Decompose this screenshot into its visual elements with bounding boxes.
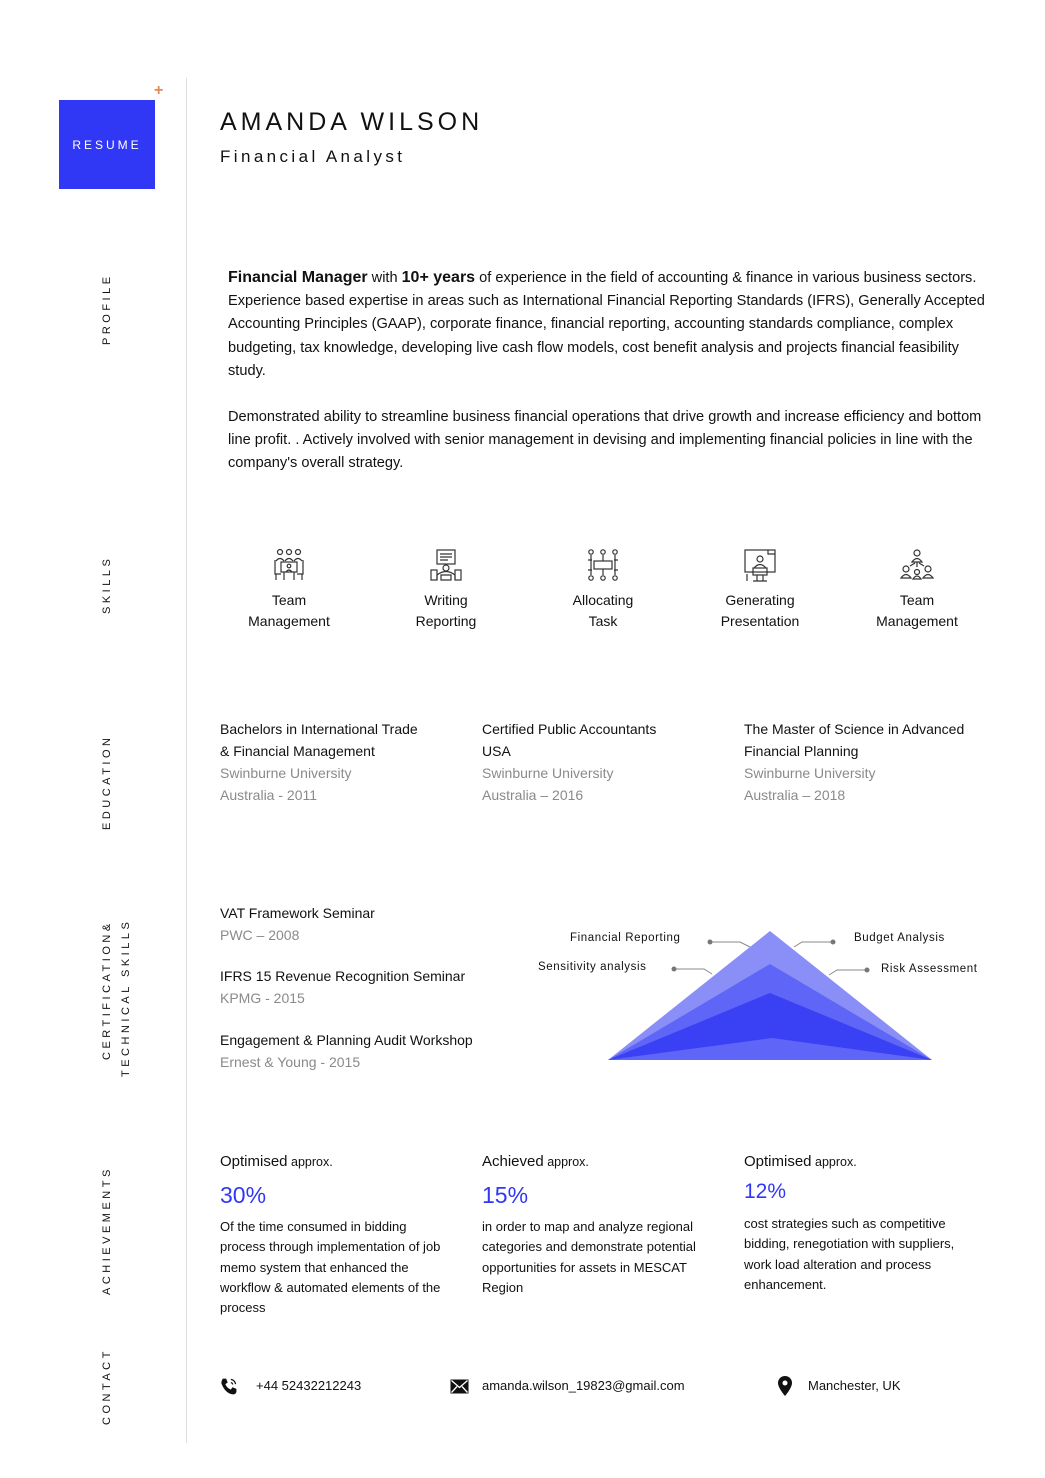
education-degree: The Master of Science in Advanced (744, 721, 965, 737)
team-meeting-icon (274, 548, 304, 580)
achievement-heading: Optimised approx. (220, 1153, 333, 1170)
section-label-skills: SKILLS (101, 555, 113, 614)
skill-label: Presentation (720, 613, 800, 629)
profile-summary: Financial Manager with 10+ years of expe… (228, 266, 993, 476)
skill-label: Generating (725, 592, 795, 608)
skill-label: Team (899, 592, 935, 608)
skill-label: Management (248, 613, 330, 629)
skill-label: Reporting (415, 613, 477, 629)
achievement-heading: Achieved approx. (482, 1153, 589, 1170)
education-item: The Master of Science in Advanced Financ… (744, 718, 994, 806)
profile-paragraph-2: Demonstrated ability to streamline busin… (228, 409, 982, 472)
task-network-icon (588, 549, 618, 581)
education-year: Australia – 2016 (482, 787, 584, 803)
candidate-name: AMANDA WILSON (220, 108, 484, 136)
leader-line (674, 968, 713, 975)
skill-item: Team Management (214, 548, 364, 632)
skill-label-budget-analysis: Budget Analysis (854, 932, 945, 944)
education-item: Certified Public Accountants USA Swinbur… (482, 718, 732, 806)
section-label-certification: CERTIFICATION& (101, 920, 113, 1060)
certification-item: IFRS 15 Revenue Recognition Seminar KPMG… (220, 965, 465, 1009)
section-label-education: EDUCATION (101, 734, 113, 830)
report-writing-icon (430, 549, 462, 581)
education-school: Swinburne University (220, 765, 352, 781)
achievement-percent: 15% (482, 1182, 529, 1208)
section-label-profile: PROFILE (101, 273, 113, 345)
pyramid-layer-inner (608, 993, 932, 1060)
achievement-item: Achieved approx. 15% in order to map and… (482, 1152, 712, 1298)
education-year: Australia - 2011 (220, 787, 318, 803)
envelope-icon (450, 1379, 469, 1393)
certification-name: IFRS 15 Revenue Recognition Seminar (220, 968, 466, 984)
profile-role: Financial Manager (228, 269, 368, 286)
phone-number[interactable]: +44 52432212243 (256, 1378, 362, 1393)
skill-item: Generating Presentation (685, 548, 835, 632)
skill-label: Writing (424, 592, 468, 608)
education-degree: USA (482, 743, 511, 759)
profile-years: 10+ years (401, 269, 476, 286)
section-label-technical-skills: TECHNICAL SKILLS (120, 918, 132, 1077)
education-degree: Bachelors in International Trade (220, 721, 418, 737)
resume-badge: RESUME (59, 100, 155, 189)
email-address[interactable]: amanda.wilson_19823@gmail.com (482, 1378, 685, 1393)
education-year: Australia – 2018 (744, 787, 846, 803)
skill-label: Allocating (572, 592, 634, 608)
achievement-description: in order to map and analyze regional cat… (482, 1219, 696, 1295)
contact-email: amanda.wilson_19823@gmail.com (450, 1376, 685, 1396)
achievement-item: Optimised approx. 30% Of the time consum… (220, 1152, 450, 1318)
skill-label-sensitivity-analysis: Sensitivity analysis (538, 961, 647, 973)
education-school: Swinburne University (744, 765, 876, 781)
achievement-percent: 30% (220, 1182, 267, 1208)
skill-label: Team (271, 592, 307, 608)
profile-paragraph-1: Financial Manager with 10+ years of expe… (228, 269, 985, 379)
certification-name: VAT Framework Seminar (220, 905, 375, 921)
skill-label-risk-assessment: Risk Assessment (881, 963, 978, 975)
presentation-icon (744, 549, 776, 582)
phone-icon (221, 1378, 237, 1394)
skill-label: Task (588, 613, 618, 629)
achievement-description: Of the time consumed in bidding process … (220, 1219, 441, 1316)
leader-dot (707, 939, 713, 945)
skill-item: Writing Reporting (371, 548, 521, 632)
certification-item: VAT Framework Seminar PWC – 2008 (220, 902, 375, 946)
leader-dot (864, 967, 870, 973)
education-degree: Financial Planning (744, 743, 859, 759)
technical-skills-pyramid (608, 931, 932, 1060)
certification-org: PWC – 2008 (220, 927, 300, 943)
education-school: Swinburne University (482, 765, 614, 781)
certification-name: Engagement & Planning Audit Workshop (220, 1032, 473, 1048)
education-degree: & Financial Management (220, 743, 375, 759)
education-degree: Certified Public Accountants (482, 721, 657, 737)
certification-item: Engagement & Planning Audit Workshop Ern… (220, 1029, 473, 1073)
contact-phone: +44 52432212243 (219, 1376, 361, 1396)
section-label-achievements: ACHIEVEMENTS (101, 1166, 113, 1295)
certification-org: Ernest & Young - 2015 (220, 1054, 361, 1070)
leader-line (710, 941, 751, 948)
leader-line (828, 969, 867, 976)
candidate-title: Financial Analyst (220, 147, 406, 166)
education-item: Bachelors in International Trade & Finan… (220, 718, 470, 806)
achievement-heading: Optimised approx. (744, 1153, 857, 1170)
team-hierarchy-icon (900, 549, 934, 580)
plus-icon: + (154, 82, 164, 99)
skill-item: Team Management (842, 548, 992, 632)
location-pin-icon (778, 1376, 792, 1396)
skill-item: Allocating Task (528, 548, 678, 632)
section-label-contact: CONTACT (101, 1348, 113, 1425)
skill-label-financial-reporting: Financial Reporting (570, 932, 681, 944)
location-text: Manchester, UK (808, 1378, 901, 1393)
contact-location: Manchester, UK (777, 1376, 901, 1396)
leader-line (793, 941, 833, 948)
achievement-percent: 12% (744, 1180, 787, 1203)
certification-org: KPMG - 2015 (220, 990, 305, 1006)
achievement-description: cost strategies such as competitive bidd… (744, 1216, 955, 1292)
vertical-divider (186, 78, 187, 1443)
achievement-item: Optimised approx. 12% cost strategies su… (744, 1152, 974, 1295)
leader-dot (830, 939, 836, 945)
leader-dot (671, 966, 677, 972)
skill-label: Management (876, 613, 958, 629)
